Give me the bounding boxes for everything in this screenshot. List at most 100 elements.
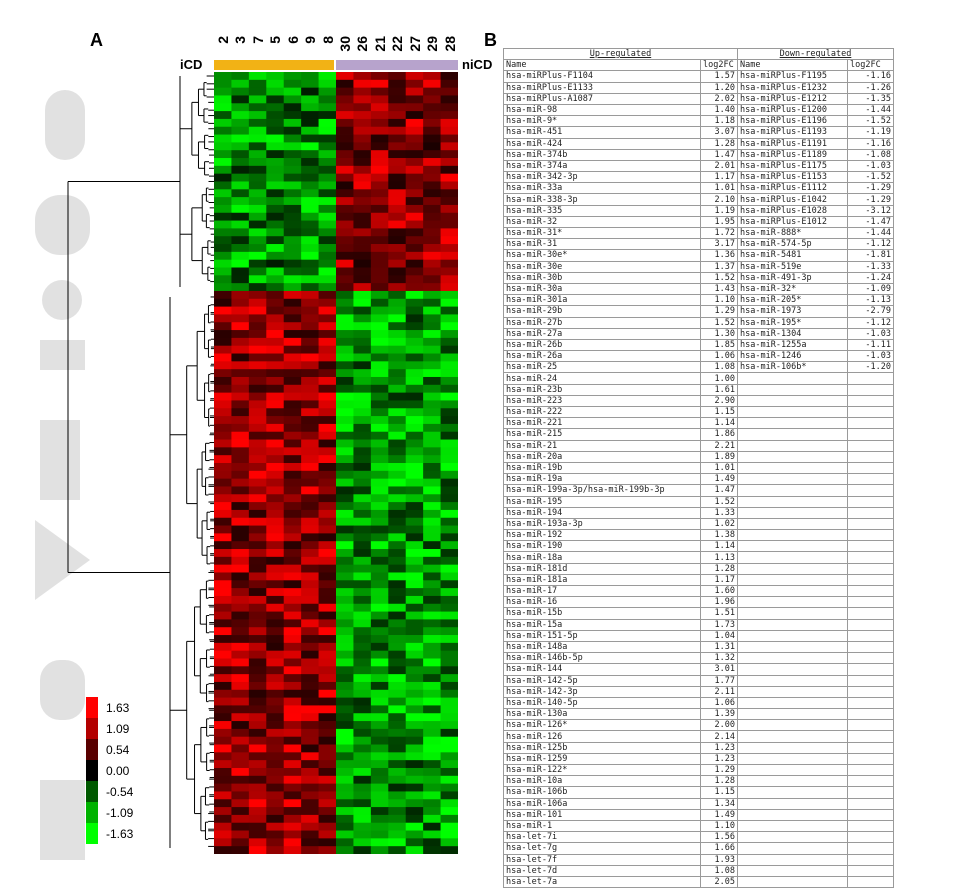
heatmap-cell <box>283 744 302 753</box>
heatmap-cell <box>266 588 285 597</box>
heatmap-cell <box>336 642 354 652</box>
heatmap-cell <box>301 392 319 401</box>
heatmap-cell <box>318 290 337 300</box>
heatmap-cell <box>440 361 458 370</box>
heatmap-cell <box>283 666 302 675</box>
heatmap-cell <box>301 361 319 370</box>
heatmap-cell <box>301 525 319 534</box>
up-log2fc: 1.14 <box>700 417 738 430</box>
heatmap-cell <box>266 517 285 526</box>
heatmap-cell <box>318 681 337 691</box>
heatmap-cell <box>301 822 319 831</box>
heatmap-cell <box>266 611 285 620</box>
table-row: hsa-miR-98 1.40 hsa-miRPlus-E1200 -1.44 <box>503 103 894 117</box>
heatmap-cell <box>283 807 302 816</box>
group-label-nicd: niCD <box>462 57 493 72</box>
heatmap-cell <box>423 95 441 104</box>
heatmap-cell <box>370 353 389 362</box>
heatmap-cell <box>214 251 232 261</box>
heatmap-cell <box>388 791 407 800</box>
heatmap-cell <box>318 111 337 120</box>
heatmap-cell <box>388 306 407 315</box>
heatmap-cell <box>440 814 458 824</box>
heatmap-cell <box>301 705 319 714</box>
heatmap-cell <box>283 658 302 667</box>
heatmap-cell <box>370 314 389 323</box>
up-name: hsa-miR-181a <box>503 573 701 587</box>
heatmap-cell <box>423 72 441 81</box>
heatmap-cell <box>214 314 232 323</box>
heatmap-cell <box>301 111 319 120</box>
heatmap-cell <box>353 72 372 81</box>
heatmap-cell <box>318 283 337 292</box>
heatmap-cell <box>353 767 372 777</box>
heatmap-cell <box>388 330 407 339</box>
up-log2fc: 1.66 <box>700 842 738 855</box>
heatmap-cell <box>423 611 441 620</box>
heatmap-cell <box>301 275 319 284</box>
heatmap-cell <box>266 681 285 691</box>
heatmap-cell <box>388 556 407 566</box>
down-name: hsa-miRPlus-E1112 <box>737 182 848 195</box>
heatmap-cell <box>231 197 250 206</box>
heatmap-cell <box>231 384 250 394</box>
heatmap-cell <box>266 431 285 440</box>
up-name: hsa-miR-27a <box>503 327 701 340</box>
down-name <box>737 439 848 452</box>
heatmap-cell <box>336 564 354 573</box>
heatmap-cell <box>388 79 407 89</box>
heatmap-cell <box>214 142 232 151</box>
up-log2fc: 1.15 <box>700 405 738 419</box>
heatmap-cell <box>405 463 424 472</box>
heatmap-cell <box>301 118 319 128</box>
heatmap-cell <box>353 509 372 519</box>
up-name: hsa-miR-106b <box>503 786 701 799</box>
heatmap-cell <box>336 752 354 761</box>
up-name: hsa-miR-215 <box>503 428 701 441</box>
heatmap-cell <box>440 376 458 386</box>
table-row: hsa-miR-30a 1.43 hsa-miR-32* -1.09 <box>503 282 894 296</box>
up-name: hsa-miR-25 <box>503 361 701 374</box>
heatmap-cell <box>266 353 285 362</box>
row-dendrogram <box>67 75 214 848</box>
heatmap-cell <box>318 689 337 698</box>
up-log2fc: 1.49 <box>700 473 738 486</box>
heatmap-cell <box>301 541 319 550</box>
heatmap-cell <box>248 752 267 761</box>
heatmap-cell <box>388 525 407 534</box>
down-name <box>737 540 848 553</box>
heatmap-cell <box>440 713 458 722</box>
heatmap-cell <box>405 502 424 511</box>
table-row: hsa-miR-146b-5p 1.32 <box>503 652 894 665</box>
heatmap-cell <box>405 189 424 198</box>
up-name: hsa-miR-24 <box>503 372 701 385</box>
table-row: hsa-let-7f 1.93 <box>503 853 894 866</box>
heatmap-cell <box>440 275 458 284</box>
down-log2fc: -1.44 <box>847 226 894 240</box>
heatmap-cell <box>231 541 250 550</box>
heatmap-cell <box>388 408 407 417</box>
sample-label: 6 <box>284 36 301 44</box>
down-name <box>737 506 848 519</box>
heatmap-cell <box>423 212 441 221</box>
heatmap-cell <box>370 556 389 566</box>
heatmap-cell <box>318 126 337 135</box>
heatmap-cell <box>248 822 267 831</box>
heatmap-cell <box>440 697 458 706</box>
heatmap-cell <box>440 674 458 683</box>
down-log2fc <box>847 540 894 553</box>
down-name: hsa-miR-1246 <box>737 350 848 363</box>
heatmap-cell <box>266 447 285 456</box>
col-header-name: Name <box>503 59 701 72</box>
heatmap-cell <box>283 603 302 612</box>
heatmap-cell <box>214 556 232 566</box>
heatmap-cell <box>388 384 407 394</box>
heatmap-cell <box>266 533 285 542</box>
heatmap-cell <box>370 525 389 534</box>
heatmap-cell <box>248 165 267 175</box>
heatmap-cell <box>283 705 302 714</box>
heatmap-cell <box>214 400 232 409</box>
heatmap-cell <box>370 72 389 81</box>
heatmap-cell <box>370 165 389 175</box>
heatmap-cell <box>405 549 424 558</box>
